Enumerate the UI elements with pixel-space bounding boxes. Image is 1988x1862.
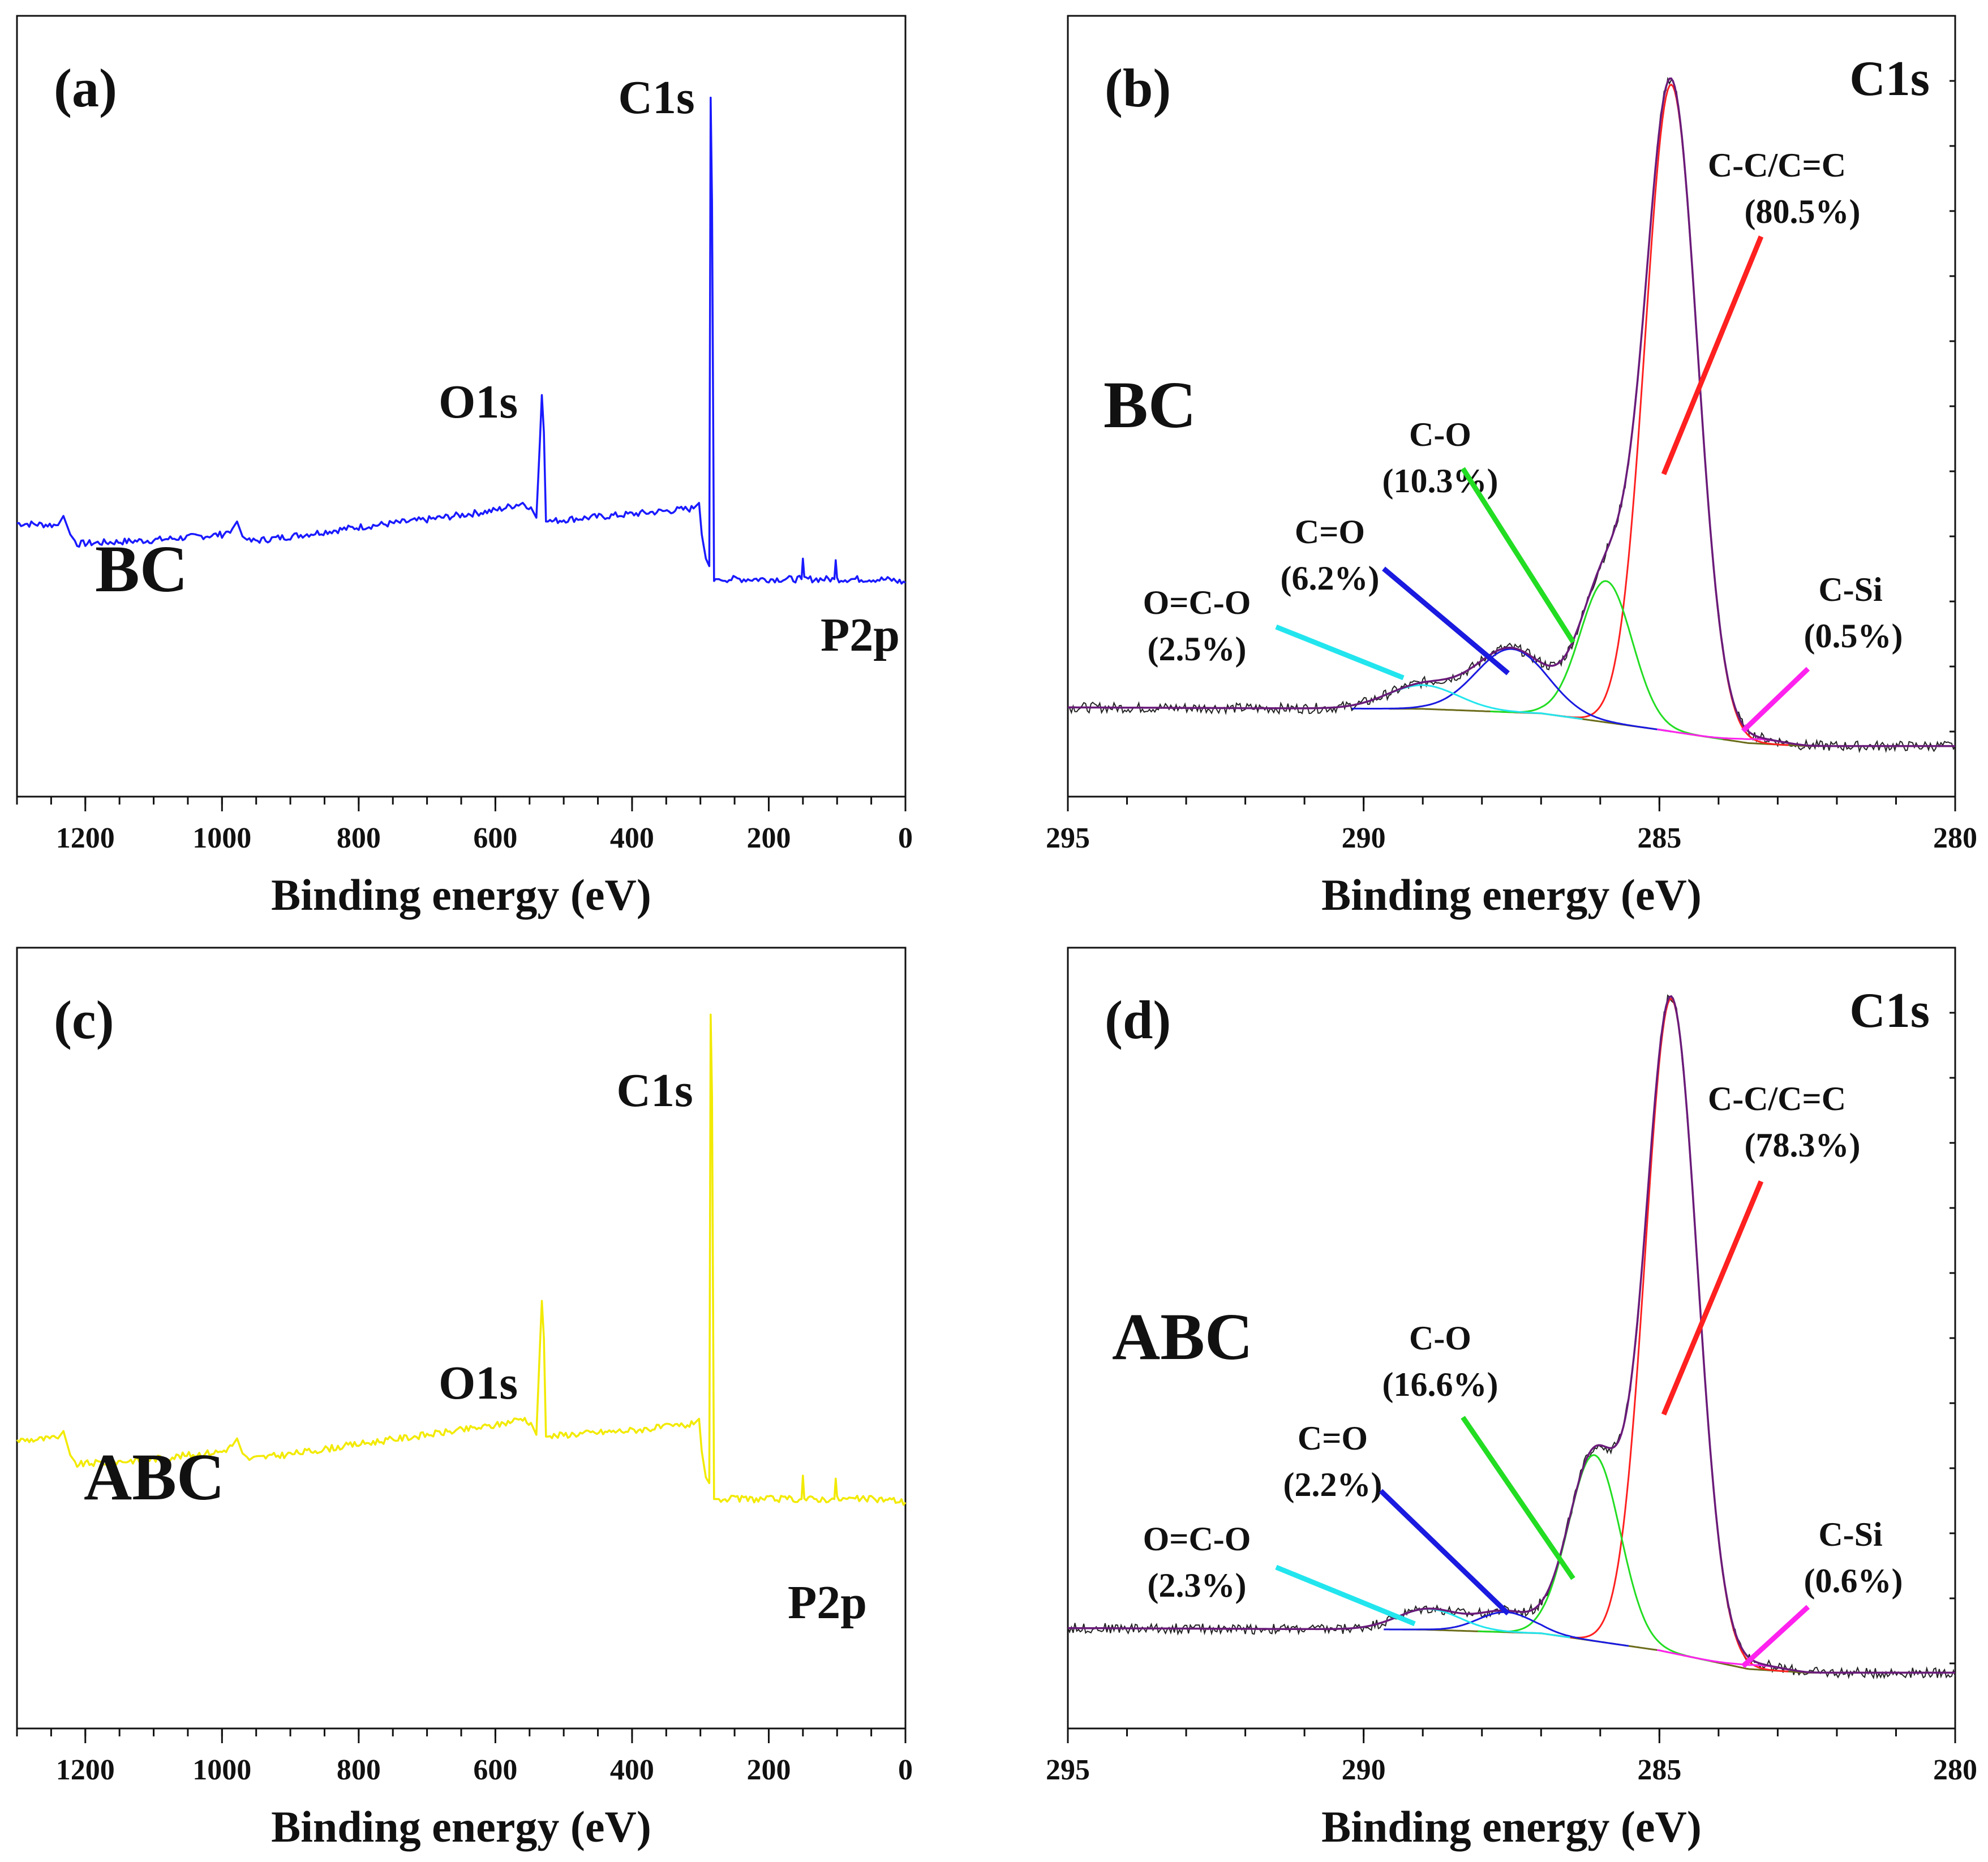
component-label-c-c-c-c: C-C/C=C — [1708, 1080, 1846, 1117]
envelope-fit-line — [1068, 995, 1955, 1674]
x-tick-label: 1200 — [56, 822, 115, 854]
component-label-c-o: C-O — [1409, 1319, 1471, 1357]
x-tick-label: 290 — [1342, 822, 1386, 854]
peak-label-p2p: P2p — [821, 609, 900, 661]
component-percent-o-c-o: (2.3%) — [1148, 1567, 1247, 1604]
component-label-c-o: C=O — [1298, 1420, 1368, 1457]
x-tick-label: 280 — [1933, 1754, 1977, 1786]
component-o-c-o-line — [1263, 684, 1583, 720]
component-percent-c-o: (6.2%) — [1281, 560, 1380, 597]
component-c-o-line — [1490, 580, 1723, 741]
survey-panel-abc: 1200 1000 800 600 400 200 0 Binding energy (eV)… — [16, 947, 913, 1851]
survey-panel-bc: 1200 1000 800 600 400 200 0 Binding energy (eV)… — [16, 15, 913, 919]
component-percent-c-c-c-c: (80.5%) — [1745, 193, 1861, 230]
component-label-c-o: C=O — [1295, 513, 1365, 551]
x-tick-label: 1000 — [192, 822, 251, 854]
x-tick-label: 400 — [610, 822, 654, 854]
component-pointer-o-c-o — [1275, 1564, 1416, 1627]
component-pointer-o-c-o — [1275, 624, 1405, 681]
x-tick-label: 285 — [1637, 822, 1681, 854]
x-tick-label: 295 — [1046, 1754, 1090, 1786]
survey-spectrum-line — [16, 96, 906, 585]
x-axis-title: Binding energy (eV) — [271, 1802, 651, 1851]
peak-label-o1s: O1s — [439, 1357, 518, 1409]
x-axis-title: Binding energy (eV) — [1321, 1802, 1702, 1851]
component-c-c-c-c-line — [1554, 83, 1789, 746]
peak-label-o1s: O1s — [439, 376, 518, 428]
x-tick-label: 295 — [1046, 822, 1090, 854]
peak-label-c1s: C1s — [616, 1064, 693, 1117]
c1s-title: C1s — [1849, 51, 1930, 106]
x-tick-label: 600 — [473, 822, 517, 854]
panel-label: (c) — [54, 990, 114, 1050]
component-label-o-c-o: O=C-O — [1143, 584, 1251, 621]
component-pointer-c-c-c-c — [1661, 235, 1764, 475]
component-label-c-c-c-c: C-C/C=C — [1708, 147, 1846, 184]
component-c-o-line — [1478, 1454, 1711, 1662]
x-axis-title: Binding energy (eV) — [1321, 870, 1702, 919]
component-label-o-c-o: O=C-O — [1143, 1520, 1251, 1558]
c1s-panel-abc: 295 290 285 280 Binding energy (eV) (d) C1s ABC… — [1046, 947, 1977, 1851]
x-tick-label: 800 — [337, 1754, 381, 1786]
component-pointer-c-o — [1379, 1489, 1510, 1616]
x-tick-label: 200 — [746, 822, 791, 854]
component-pointer-c-si — [1741, 666, 1810, 733]
component-pointer-c-c-c-c — [1661, 1180, 1764, 1416]
c1s-panel-bc: 295 290 285 280 Binding energy (eV) (b) C1s BC C… — [1046, 15, 1977, 919]
component-percent-c-o: (2.2%) — [1283, 1466, 1382, 1503]
sample-label: ABC — [84, 1440, 225, 1514]
plot-frame — [16, 947, 907, 1730]
component-pointer-c-o — [1461, 1416, 1575, 1580]
c1s-title: C1s — [1849, 983, 1930, 1038]
background-line — [1389, 708, 1955, 747]
component-percent-c-si: (0.5%) — [1804, 617, 1903, 655]
x-tick-label: 285 — [1637, 1754, 1681, 1786]
sample-label: BC — [1104, 368, 1196, 442]
component-c-o-line — [1351, 648, 1672, 733]
component-pointer-c-o — [1382, 566, 1510, 676]
x-tick-label: 0 — [898, 822, 913, 854]
component-c-o-line — [1384, 1611, 1629, 1647]
peak-label-c1s: C1s — [618, 71, 694, 124]
x-tick-label: 800 — [337, 822, 381, 854]
survey-spectrum-line — [16, 1013, 907, 1506]
x-axis-title: Binding energy (eV) — [271, 870, 651, 919]
component-percent-c-o: (16.6%) — [1382, 1366, 1498, 1403]
peak-label-p2p: P2p — [788, 1576, 867, 1629]
x-tick-label: 1200 — [56, 1754, 115, 1786]
sample-label: ABC — [1112, 1300, 1253, 1374]
component-label-c-o: C-O — [1409, 416, 1471, 453]
component-pointer-c-o — [1461, 467, 1575, 644]
x-tick-label: 1000 — [192, 1754, 251, 1786]
component-percent-o-c-o: (2.5%) — [1148, 630, 1247, 668]
component-pointer-c-si — [1741, 1605, 1810, 1669]
component-percent-c-si: (0.6%) — [1804, 1562, 1903, 1599]
x-tick-label: 290 — [1342, 1754, 1386, 1786]
component-label-c-si: C-Si — [1818, 571, 1882, 608]
x-tick-label: 280 — [1933, 822, 1977, 854]
plot-frame — [1067, 15, 1956, 798]
component-percent-c-c-c-c: (78.3%) — [1745, 1126, 1861, 1164]
panel-label: (d) — [1105, 990, 1171, 1050]
sample-label: BC — [95, 532, 188, 606]
x-tick-label: 400 — [610, 1754, 654, 1786]
envelope-fit-line — [1068, 77, 1955, 747]
panel-label: (b) — [1105, 58, 1171, 118]
x-tick-label: 0 — [898, 1754, 913, 1786]
x-tick-label: 600 — [473, 1754, 517, 1786]
component-label-c-si: C-Si — [1818, 1516, 1882, 1553]
x-tick-label: 200 — [746, 1754, 791, 1786]
panel-label: (a) — [54, 58, 117, 118]
